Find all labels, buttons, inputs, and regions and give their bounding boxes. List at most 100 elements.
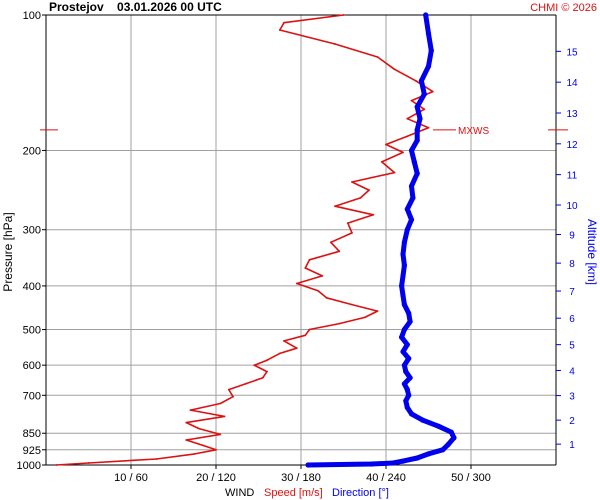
copyright-credit: CHMI © 2026 xyxy=(530,2,597,14)
speed-data-point xyxy=(295,282,298,285)
speed-data-point xyxy=(406,135,409,138)
direction-data-point xyxy=(425,63,432,69)
speed-data-point xyxy=(359,197,362,199)
direction-data-point xyxy=(425,451,432,457)
speed-data-point xyxy=(334,43,336,45)
direction-data-point xyxy=(400,349,406,355)
speed-data-point xyxy=(317,289,319,292)
speed-data-point xyxy=(253,364,256,367)
altitude-tick-label: 13 xyxy=(566,109,578,120)
altitude-tick-label: 11 xyxy=(567,171,578,182)
speed-data-point xyxy=(414,79,417,82)
speed-data-point xyxy=(393,68,396,71)
pressure-tick-labels: 100 200 300 400 500 600 700 850 925 1000 xyxy=(17,10,41,472)
altitude-tick-label: 4 xyxy=(569,366,575,377)
direction-data-point xyxy=(414,127,420,133)
direction-data-point xyxy=(305,462,311,468)
direction-data-point xyxy=(440,447,446,453)
speed-data-point xyxy=(232,395,234,398)
direction-data-point xyxy=(414,455,420,461)
speed-data-point xyxy=(393,171,396,174)
direction-data-point xyxy=(399,283,405,289)
speed-data-point xyxy=(368,189,370,192)
pressure-tick-label: 1000 xyxy=(17,460,41,472)
speed-data-point xyxy=(406,117,409,120)
speed-data-point xyxy=(266,370,268,373)
direction-data-point xyxy=(414,104,420,110)
speed-data-point xyxy=(219,402,222,405)
speed-data-point xyxy=(385,143,387,146)
direction-profile-line xyxy=(305,12,457,468)
direction-data-point xyxy=(404,387,410,393)
speed-data-point xyxy=(185,421,188,424)
speed-data-point xyxy=(363,316,366,319)
altitude-tick-label: 8 xyxy=(569,259,575,270)
direction-data-point xyxy=(401,362,407,368)
altitude-tick-label: 5 xyxy=(569,341,575,352)
x-tick-labels: 10 / 60 20 / 120 30 / 180 40 / 240 50 / 300 xyxy=(114,472,491,484)
speed-data-point xyxy=(329,241,332,244)
speed-data-point xyxy=(372,213,375,216)
altitude-tick-label: 1 xyxy=(569,440,575,451)
speed-data-point xyxy=(338,322,341,325)
speed-data-point xyxy=(380,161,383,163)
x-axis-direction-label: Direction [°] xyxy=(332,487,389,499)
x-tick-label: 50 / 300 xyxy=(451,472,491,484)
direction-data-point xyxy=(403,398,409,404)
pressure-tick-label: 100 xyxy=(23,10,41,22)
direction-data-point xyxy=(421,91,427,97)
speed-data-point xyxy=(87,462,90,464)
direction-data-point xyxy=(400,251,406,257)
altitude-tick-label: 15 xyxy=(566,47,578,58)
pressure-tick-label: 300 xyxy=(23,225,41,237)
pressure-tick-label: 600 xyxy=(23,360,41,372)
speed-data-point xyxy=(155,458,158,460)
speed-data-point xyxy=(431,90,434,93)
speed-data-point xyxy=(244,382,247,385)
speed-data-point xyxy=(185,439,188,441)
x-axis-speed-label: Speed [m/s] xyxy=(264,487,323,499)
speed-data-point xyxy=(334,205,336,208)
direction-data-point xyxy=(369,461,375,467)
direction-data-point xyxy=(425,30,432,37)
altitude-tick-label: 12 xyxy=(566,140,578,151)
pressure-tick-label: 850 xyxy=(23,428,41,440)
speed-data-point xyxy=(215,448,217,451)
direction-data-point xyxy=(410,195,416,201)
speed-data-point xyxy=(261,376,264,379)
speed-data-point xyxy=(402,151,404,154)
speed-data-point xyxy=(189,409,192,411)
direction-data-point xyxy=(414,137,420,143)
direction-data-point xyxy=(400,273,406,279)
direction-data-point xyxy=(408,183,415,189)
speed-data-point xyxy=(346,222,349,225)
speed-data-point xyxy=(376,310,379,312)
pressure-tick-label: 925 xyxy=(23,445,41,457)
altitude-tick-label: 7 xyxy=(569,287,575,298)
speed-data-point xyxy=(410,99,413,102)
speed-data-point xyxy=(227,388,230,391)
direction-data-point xyxy=(420,417,426,423)
x-tick-label: 40 / 240 xyxy=(366,472,406,484)
speed-data-point xyxy=(351,181,353,183)
speed-data-point xyxy=(338,250,341,253)
altitude-tick-label: 6 xyxy=(569,314,575,325)
speed-profile-line xyxy=(55,14,434,466)
chart-title: Prostejov 03.01.2026 00 UTC xyxy=(49,0,222,14)
speed-data-point xyxy=(193,453,196,455)
x-tick-label: 20 / 120 xyxy=(196,472,236,484)
speed-data-point xyxy=(376,56,379,58)
pressure-tick-label: 200 xyxy=(23,145,41,157)
speed-data-point xyxy=(342,14,345,16)
pressure-tick-label: 500 xyxy=(23,325,41,337)
altitude-tick-label: 3 xyxy=(569,392,575,403)
speed-data-point xyxy=(308,258,311,261)
direction-data-point xyxy=(417,116,423,122)
direction-data-point xyxy=(448,429,454,435)
direction-data-point xyxy=(401,381,407,387)
speed-data-point xyxy=(351,303,353,306)
direction-data-point xyxy=(414,170,420,177)
pressure-tick-label: 700 xyxy=(23,390,41,402)
mxws-label: MXWS xyxy=(458,126,489,137)
direction-data-point xyxy=(404,342,410,348)
